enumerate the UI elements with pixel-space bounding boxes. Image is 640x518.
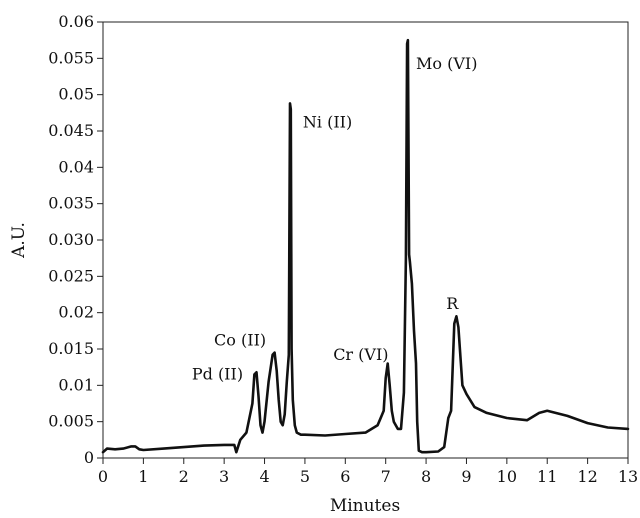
x-tick-label: 13 [618, 467, 638, 486]
x-tick-label: 10 [497, 467, 517, 486]
series-layer [101, 38, 630, 454]
y-axis-ticks: 0 0.005 0.01 0.015 0.02 0.025 0.030 0.035 0.04 0.… [48, 12, 103, 467]
x-axis-title: Minutes [330, 496, 400, 516]
y-tick-label: 0.06 [58, 12, 94, 31]
y-tick-label: 0.035 [48, 194, 94, 213]
x-tick-label: 12 [577, 467, 597, 486]
peak-label: Cr (VI) [333, 345, 388, 364]
x-tick-label: 2 [179, 467, 189, 486]
x-tick-label: 8 [421, 467, 431, 486]
y-tick-label: 0.055 [48, 48, 94, 67]
y-tick-label: 0.030 [48, 230, 94, 249]
y-tick-label: 0.015 [48, 339, 94, 358]
chromatogram-line [101, 38, 630, 454]
peak-annotations: Pd (II) Co (II) Ni (II) Cr (VI) Mo (VI) R [192, 54, 478, 383]
peak-label: Co (II) [214, 330, 266, 349]
x-tick-label: 4 [259, 467, 269, 486]
y-axis-title: A.U. [9, 222, 29, 259]
y-tick-label: 0.025 [48, 266, 94, 285]
x-tick-label: 3 [219, 467, 229, 486]
y-tick-label: 0.04 [58, 157, 94, 176]
x-axis-ticks: 0 1 2 3 4 5 6 7 8 9 10 11 12 13 [98, 458, 638, 486]
x-tick-label: 0 [98, 467, 108, 486]
y-tick-label: 0.01 [58, 375, 94, 394]
x-tick-label: 5 [300, 467, 310, 486]
peak-label: Pd (II) [192, 365, 243, 384]
x-tick-label: 9 [461, 467, 471, 486]
x-tick-label: 11 [537, 467, 557, 486]
x-tick-label: 1 [138, 467, 148, 486]
y-tick-label: 0 [84, 448, 94, 467]
y-tick-label: 0.05 [58, 85, 94, 104]
x-tick-label: 7 [381, 467, 391, 486]
peak-label: Mo (VI) [416, 54, 477, 73]
y-tick-label: 0.02 [58, 303, 94, 322]
plot-frame [102, 21, 629, 459]
y-tick-label: 0.005 [48, 412, 94, 431]
peak-label: R [446, 294, 459, 313]
x-tick-label: 6 [340, 467, 350, 486]
peak-label: Ni (II) [303, 112, 352, 131]
y-tick-label: 0.045 [48, 121, 94, 140]
